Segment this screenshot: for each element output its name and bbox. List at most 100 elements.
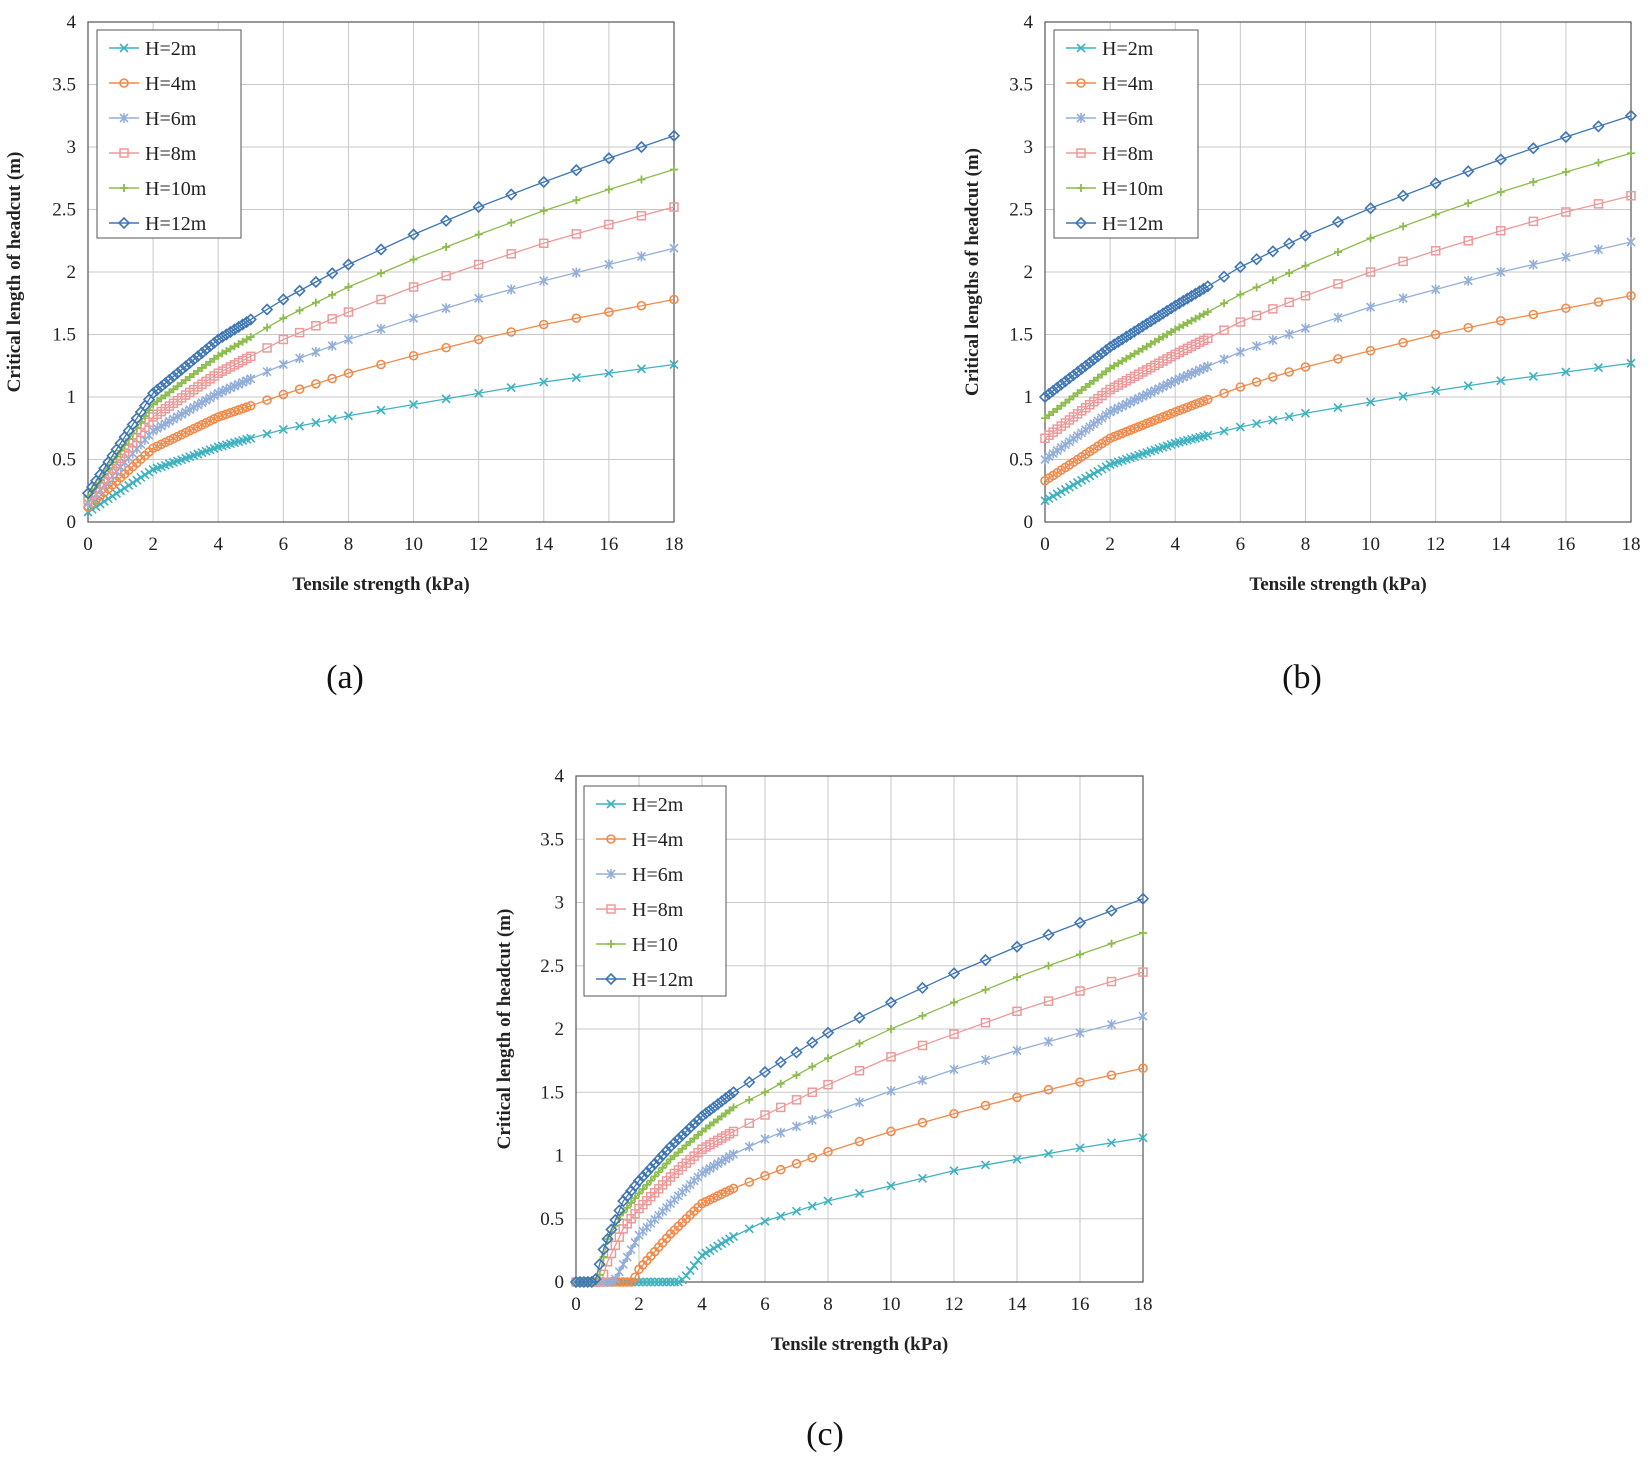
data-point — [886, 1181, 896, 1191]
legend-label: H=8m — [145, 143, 197, 165]
data-point — [1043, 1149, 1054, 1159]
data-point — [376, 323, 386, 334]
data-point — [636, 300, 647, 311]
series-h-2m — [83, 359, 679, 517]
data-point — [711, 1098, 724, 1111]
data-point — [506, 383, 516, 393]
data-point — [327, 314, 337, 324]
data-point — [1126, 352, 1135, 361]
data-point — [473, 259, 484, 270]
data-point — [171, 366, 184, 380]
data-point — [1142, 342, 1151, 351]
data-point — [1163, 330, 1172, 339]
data-point — [262, 429, 272, 439]
data-point — [1202, 394, 1213, 405]
data-point — [214, 351, 223, 360]
data-point — [1333, 403, 1343, 413]
data-point — [1199, 310, 1208, 319]
data-point — [1069, 392, 1078, 401]
data-point — [344, 283, 353, 291]
data-point — [343, 334, 354, 345]
y-tick-label: 1 — [555, 1146, 565, 1167]
data-point — [807, 1087, 817, 1097]
data-point — [1235, 317, 1246, 327]
data-point — [233, 405, 244, 415]
data-point — [1398, 337, 1408, 348]
data-point — [195, 346, 209, 360]
series-line — [576, 898, 1144, 1283]
x-tick-label: 4 — [697, 1294, 707, 1315]
data-point — [1219, 354, 1229, 365]
data-point — [1128, 325, 1141, 338]
data-point — [155, 380, 168, 393]
y-tick-label: 2 — [1024, 262, 1034, 283]
data-point — [658, 1277, 668, 1287]
data-point — [226, 344, 235, 353]
data-point — [668, 1136, 681, 1149]
legend-label: H=10m — [145, 178, 207, 200]
data-point — [571, 373, 581, 383]
data-point — [1012, 1092, 1022, 1103]
y-tick-label: 1.5 — [1009, 325, 1033, 346]
legend-marker — [119, 78, 129, 88]
y-axis-title: Critical length of headcut (m) — [4, 152, 25, 393]
data-point — [1364, 202, 1377, 215]
data-point — [327, 340, 337, 351]
x-tick-label: 14 — [1491, 534, 1511, 555]
data-point — [669, 294, 679, 305]
data-point — [1365, 302, 1376, 312]
series-h-10m — [1041, 149, 1635, 423]
data-point — [1626, 191, 1636, 201]
data-point — [585, 1275, 598, 1289]
data-point — [1217, 270, 1231, 283]
data-point — [723, 1089, 736, 1102]
data-point — [1193, 285, 1206, 298]
data-point — [1594, 158, 1603, 167]
data-point — [1138, 967, 1148, 977]
data-point — [128, 478, 138, 488]
data-point — [648, 1157, 661, 1170]
data-point — [760, 1216, 770, 1226]
data-point — [151, 383, 164, 397]
data-point — [1366, 234, 1375, 243]
data-point — [506, 284, 516, 295]
data-point — [652, 1153, 665, 1166]
data-point — [244, 313, 257, 326]
x-tick-label: 0 — [1040, 534, 1050, 555]
data-point — [823, 1079, 833, 1090]
data-point — [1120, 330, 1133, 343]
data-point — [161, 391, 170, 400]
y-tick-label: 2 — [67, 262, 77, 283]
data-point — [1152, 309, 1166, 323]
data-point — [1463, 236, 1473, 246]
data-point — [1012, 1154, 1022, 1164]
y-tick-label: 0.5 — [1009, 450, 1033, 471]
x-tick-label: 6 — [1236, 534, 1246, 555]
plot-frame — [87, 21, 675, 523]
data-point — [1049, 408, 1058, 416]
x-tick-label: 2 — [148, 534, 158, 555]
data-point — [1268, 415, 1278, 425]
legend-marker — [606, 869, 616, 879]
data-point — [537, 175, 550, 189]
data-point — [1073, 916, 1087, 929]
data-point — [667, 129, 681, 142]
data-point — [744, 1141, 754, 1152]
data-point — [917, 1173, 928, 1183]
data-point — [728, 1183, 739, 1194]
data-point — [1528, 309, 1539, 320]
data-point — [917, 1040, 928, 1051]
data-point — [1268, 304, 1278, 314]
data-point — [197, 363, 206, 372]
y-tick-label: 4 — [555, 766, 565, 787]
data-point — [506, 249, 516, 259]
data-point — [1268, 276, 1277, 285]
x-tick-label: 12 — [1426, 534, 1445, 555]
data-point — [1112, 335, 1125, 348]
data-point — [1561, 207, 1571, 217]
data-point — [311, 347, 321, 357]
data-point — [1010, 940, 1024, 953]
data-point — [640, 1166, 654, 1179]
data-point — [1268, 372, 1278, 382]
data-point — [684, 1121, 697, 1134]
